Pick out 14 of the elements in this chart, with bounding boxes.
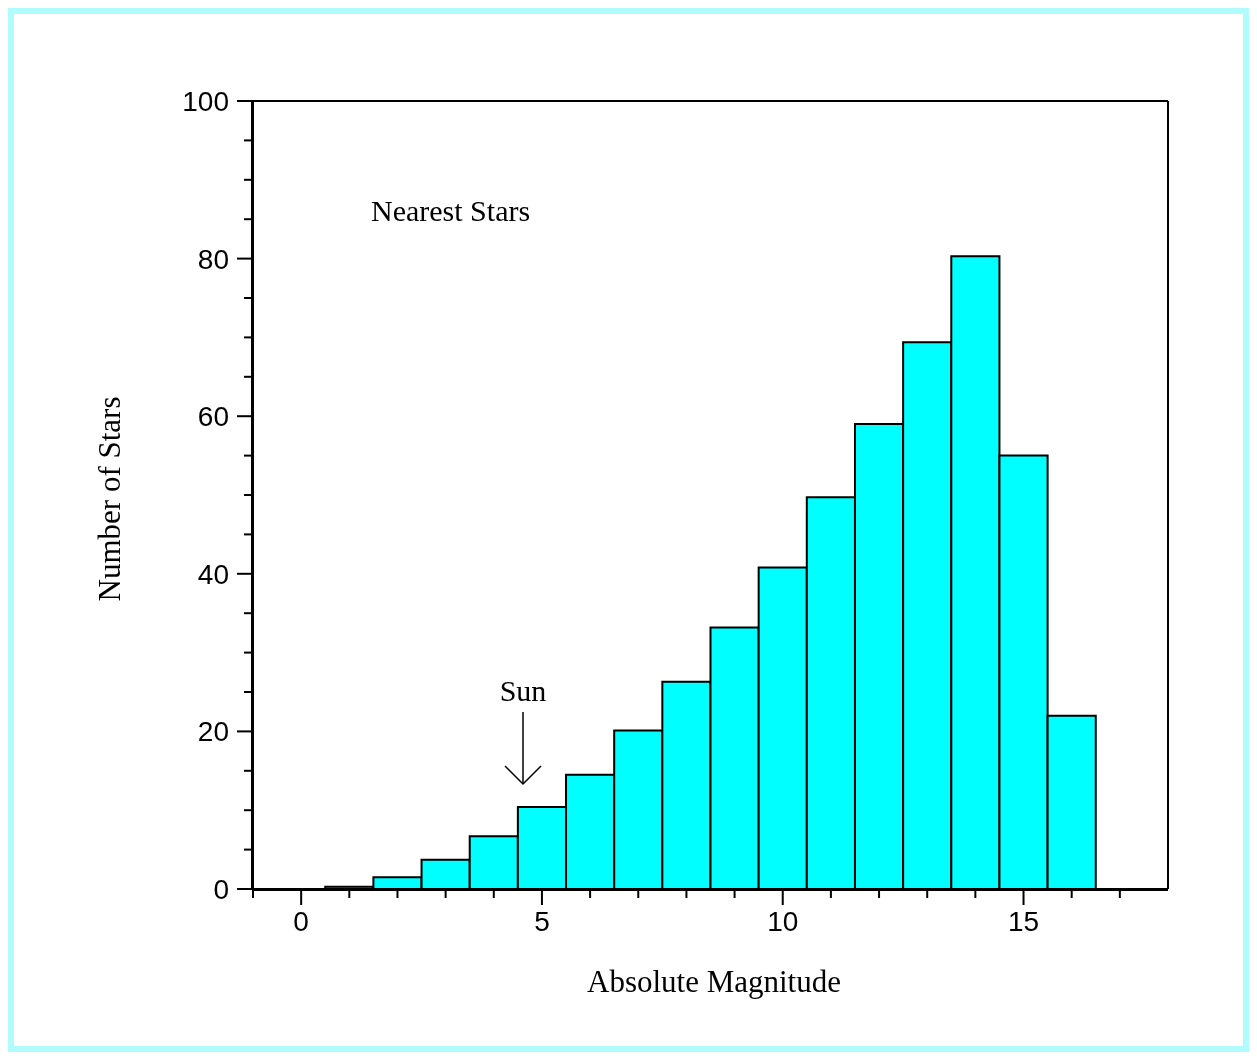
annotation: Nearest Stars [371, 194, 531, 228]
annotation: Sun [498, 674, 548, 708]
y-tick-label: 40 [197, 558, 229, 590]
x-tick-label: 0 [293, 905, 309, 937]
x-tick-label: 10 [767, 905, 799, 937]
y-tick-label: 0 [213, 873, 229, 905]
y-axis-title: Number of Stars [92, 396, 128, 602]
y-tick-label: 80 [197, 243, 229, 275]
y-tick-label: 100 [182, 85, 229, 117]
y-tick-label: 20 [197, 716, 229, 748]
y-tick-label: 60 [197, 401, 229, 433]
x-axis-title: Absolute Magnitude [586, 964, 842, 1000]
x-tick-label: 5 [534, 905, 550, 937]
x-tick-label: 15 [1007, 905, 1040, 937]
